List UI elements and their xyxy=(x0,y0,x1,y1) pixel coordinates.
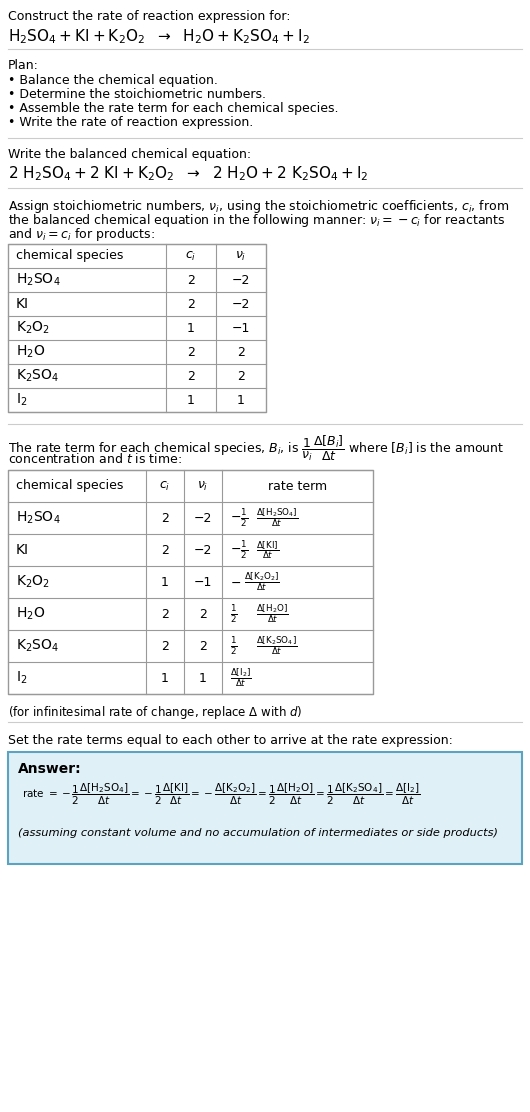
Text: 2: 2 xyxy=(187,298,195,310)
Text: −1: −1 xyxy=(232,321,250,335)
Text: $-\frac{1}{2}$: $-\frac{1}{2}$ xyxy=(230,539,248,560)
Text: rate $= -\dfrac{1}{2}\dfrac{\Delta[\mathrm{H_2SO_4}]}{\Delta t} = -\dfrac{1}{2}\: rate $= -\dfrac{1}{2}\dfrac{\Delta[\math… xyxy=(22,782,420,807)
Text: 2: 2 xyxy=(199,639,207,653)
Text: (for infinitesimal rate of change, replace $\Delta$ with $d$): (for infinitesimal rate of change, repla… xyxy=(8,704,303,721)
Text: Construct the rate of reaction expression for:: Construct the rate of reaction expressio… xyxy=(8,10,290,23)
Text: 1: 1 xyxy=(161,576,169,588)
Text: KI: KI xyxy=(16,297,29,311)
Text: $\mathregular{2\ H_2SO_4 + 2\ KI + K_2O_2}$  $\rightarrow$  $\mathregular{2\ H_2: $\mathregular{2\ H_2SO_4 + 2\ KI + K_2O_… xyxy=(8,163,368,182)
Text: 2: 2 xyxy=(161,639,169,653)
Text: rate term: rate term xyxy=(268,479,327,493)
Text: 2: 2 xyxy=(237,346,245,358)
Bar xyxy=(8,470,373,694)
Text: 1: 1 xyxy=(199,672,207,685)
Text: −2: −2 xyxy=(194,512,212,525)
Text: $\nu_i$: $\nu_i$ xyxy=(197,479,209,493)
Text: Write the balanced chemical equation:: Write the balanced chemical equation: xyxy=(8,148,251,161)
Text: Assign stoichiometric numbers, $\nu_i$, using the stoichiometric coefficients, $: Assign stoichiometric numbers, $\nu_i$, … xyxy=(8,198,509,215)
Text: $\mathregular{K_2O_2}$: $\mathregular{K_2O_2}$ xyxy=(16,574,50,590)
Text: and $\nu_i = c_i$ for products:: and $\nu_i = c_i$ for products: xyxy=(8,226,155,244)
Text: −2: −2 xyxy=(194,544,212,556)
Text: concentration and $t$ is time:: concentration and $t$ is time: xyxy=(8,451,182,466)
Text: 1: 1 xyxy=(161,672,169,685)
Text: 2: 2 xyxy=(187,346,195,358)
Text: 2: 2 xyxy=(161,512,169,525)
Text: $\mathregular{I_2}$: $\mathregular{I_2}$ xyxy=(16,391,28,408)
Text: the balanced chemical equation in the following manner: $\nu_i = -c_i$ for react: the balanced chemical equation in the fo… xyxy=(8,212,506,229)
Text: $\mathregular{K_2O_2}$: $\mathregular{K_2O_2}$ xyxy=(16,320,50,336)
Text: $\frac{\Delta[\mathrm{KI}]}{\Delta t}$: $\frac{\Delta[\mathrm{KI}]}{\Delta t}$ xyxy=(256,539,279,560)
Text: 1: 1 xyxy=(237,394,245,407)
Text: $\frac{\Delta[\mathrm{H_2O}]}{\Delta t}$: $\frac{\Delta[\mathrm{H_2O}]}{\Delta t}$ xyxy=(256,603,288,625)
Text: $\frac{\Delta[\mathrm{K_2O_2}]}{\Delta t}$: $\frac{\Delta[\mathrm{K_2O_2}]}{\Delta t… xyxy=(244,570,280,594)
Text: • Assemble the rate term for each chemical species.: • Assemble the rate term for each chemic… xyxy=(8,102,339,115)
Text: 2: 2 xyxy=(187,369,195,383)
Text: 2: 2 xyxy=(161,607,169,620)
Text: $\mathregular{H_2SO_4}$: $\mathregular{H_2SO_4}$ xyxy=(16,271,60,288)
Text: chemical species: chemical species xyxy=(16,479,123,493)
Text: $c_i$: $c_i$ xyxy=(186,249,197,262)
Bar xyxy=(8,244,266,413)
Text: −1: −1 xyxy=(194,576,212,588)
Text: $-$: $-$ xyxy=(230,576,241,588)
Text: $\frac{\Delta[\mathrm{I_2}]}{\Delta t}$: $\frac{\Delta[\mathrm{I_2}]}{\Delta t}$ xyxy=(230,667,252,689)
Text: $\mathregular{H_2O}$: $\mathregular{H_2O}$ xyxy=(16,344,45,360)
Text: 1: 1 xyxy=(187,321,195,335)
Text: The rate term for each chemical species, $B_i$, is $\dfrac{1}{\nu_i}\dfrac{\Delt: The rate term for each chemical species,… xyxy=(8,434,505,463)
Text: $\mathregular{H_2SO_4}$: $\mathregular{H_2SO_4}$ xyxy=(16,509,60,526)
Text: • Determine the stoichiometric numbers.: • Determine the stoichiometric numbers. xyxy=(8,88,266,101)
Text: 2: 2 xyxy=(237,369,245,383)
Text: Set the rate terms equal to each other to arrive at the rate expression:: Set the rate terms equal to each other t… xyxy=(8,734,453,747)
Text: $\frac{\Delta[\mathrm{K_2SO_4}]}{\Delta t}$: $\frac{\Delta[\mathrm{K_2SO_4}]}{\Delta … xyxy=(256,635,297,657)
Text: chemical species: chemical species xyxy=(16,249,123,262)
Text: 2: 2 xyxy=(161,544,169,556)
Text: 2: 2 xyxy=(199,607,207,620)
Text: Plan:: Plan: xyxy=(8,59,39,72)
Text: $\mathregular{H_2O}$: $\mathregular{H_2O}$ xyxy=(16,606,45,623)
Text: KI: KI xyxy=(16,543,29,557)
Text: −2: −2 xyxy=(232,274,250,287)
Text: • Balance the chemical equation.: • Balance the chemical equation. xyxy=(8,75,218,87)
Text: 1: 1 xyxy=(187,394,195,407)
Text: $\nu_i$: $\nu_i$ xyxy=(235,249,246,262)
Text: Answer:: Answer: xyxy=(18,762,82,776)
Text: −2: −2 xyxy=(232,298,250,310)
Text: $\mathregular{K_2SO_4}$: $\mathregular{K_2SO_4}$ xyxy=(16,368,59,385)
Text: $\mathregular{H_2SO_4 + KI + K_2O_2}$  $\rightarrow$  $\mathregular{H_2O + K_2SO: $\mathregular{H_2SO_4 + KI + K_2O_2}$ $\… xyxy=(8,27,310,46)
Text: $\frac{1}{2}$: $\frac{1}{2}$ xyxy=(230,635,237,657)
Text: 2: 2 xyxy=(187,274,195,287)
Text: $\frac{1}{2}$: $\frac{1}{2}$ xyxy=(230,603,237,625)
Text: (assuming constant volume and no accumulation of intermediates or side products): (assuming constant volume and no accumul… xyxy=(18,828,498,838)
Text: $c_i$: $c_i$ xyxy=(160,479,171,493)
Text: • Write the rate of reaction expression.: • Write the rate of reaction expression. xyxy=(8,116,253,129)
Text: $-\frac{1}{2}$: $-\frac{1}{2}$ xyxy=(230,507,248,529)
Text: $\mathregular{K_2SO_4}$: $\mathregular{K_2SO_4}$ xyxy=(16,638,59,654)
FancyBboxPatch shape xyxy=(8,752,522,864)
Text: $\mathregular{I_2}$: $\mathregular{I_2}$ xyxy=(16,669,28,686)
Text: $\frac{\Delta[\mathrm{H_2SO_4}]}{\Delta t}$: $\frac{\Delta[\mathrm{H_2SO_4}]}{\Delta … xyxy=(256,507,298,529)
